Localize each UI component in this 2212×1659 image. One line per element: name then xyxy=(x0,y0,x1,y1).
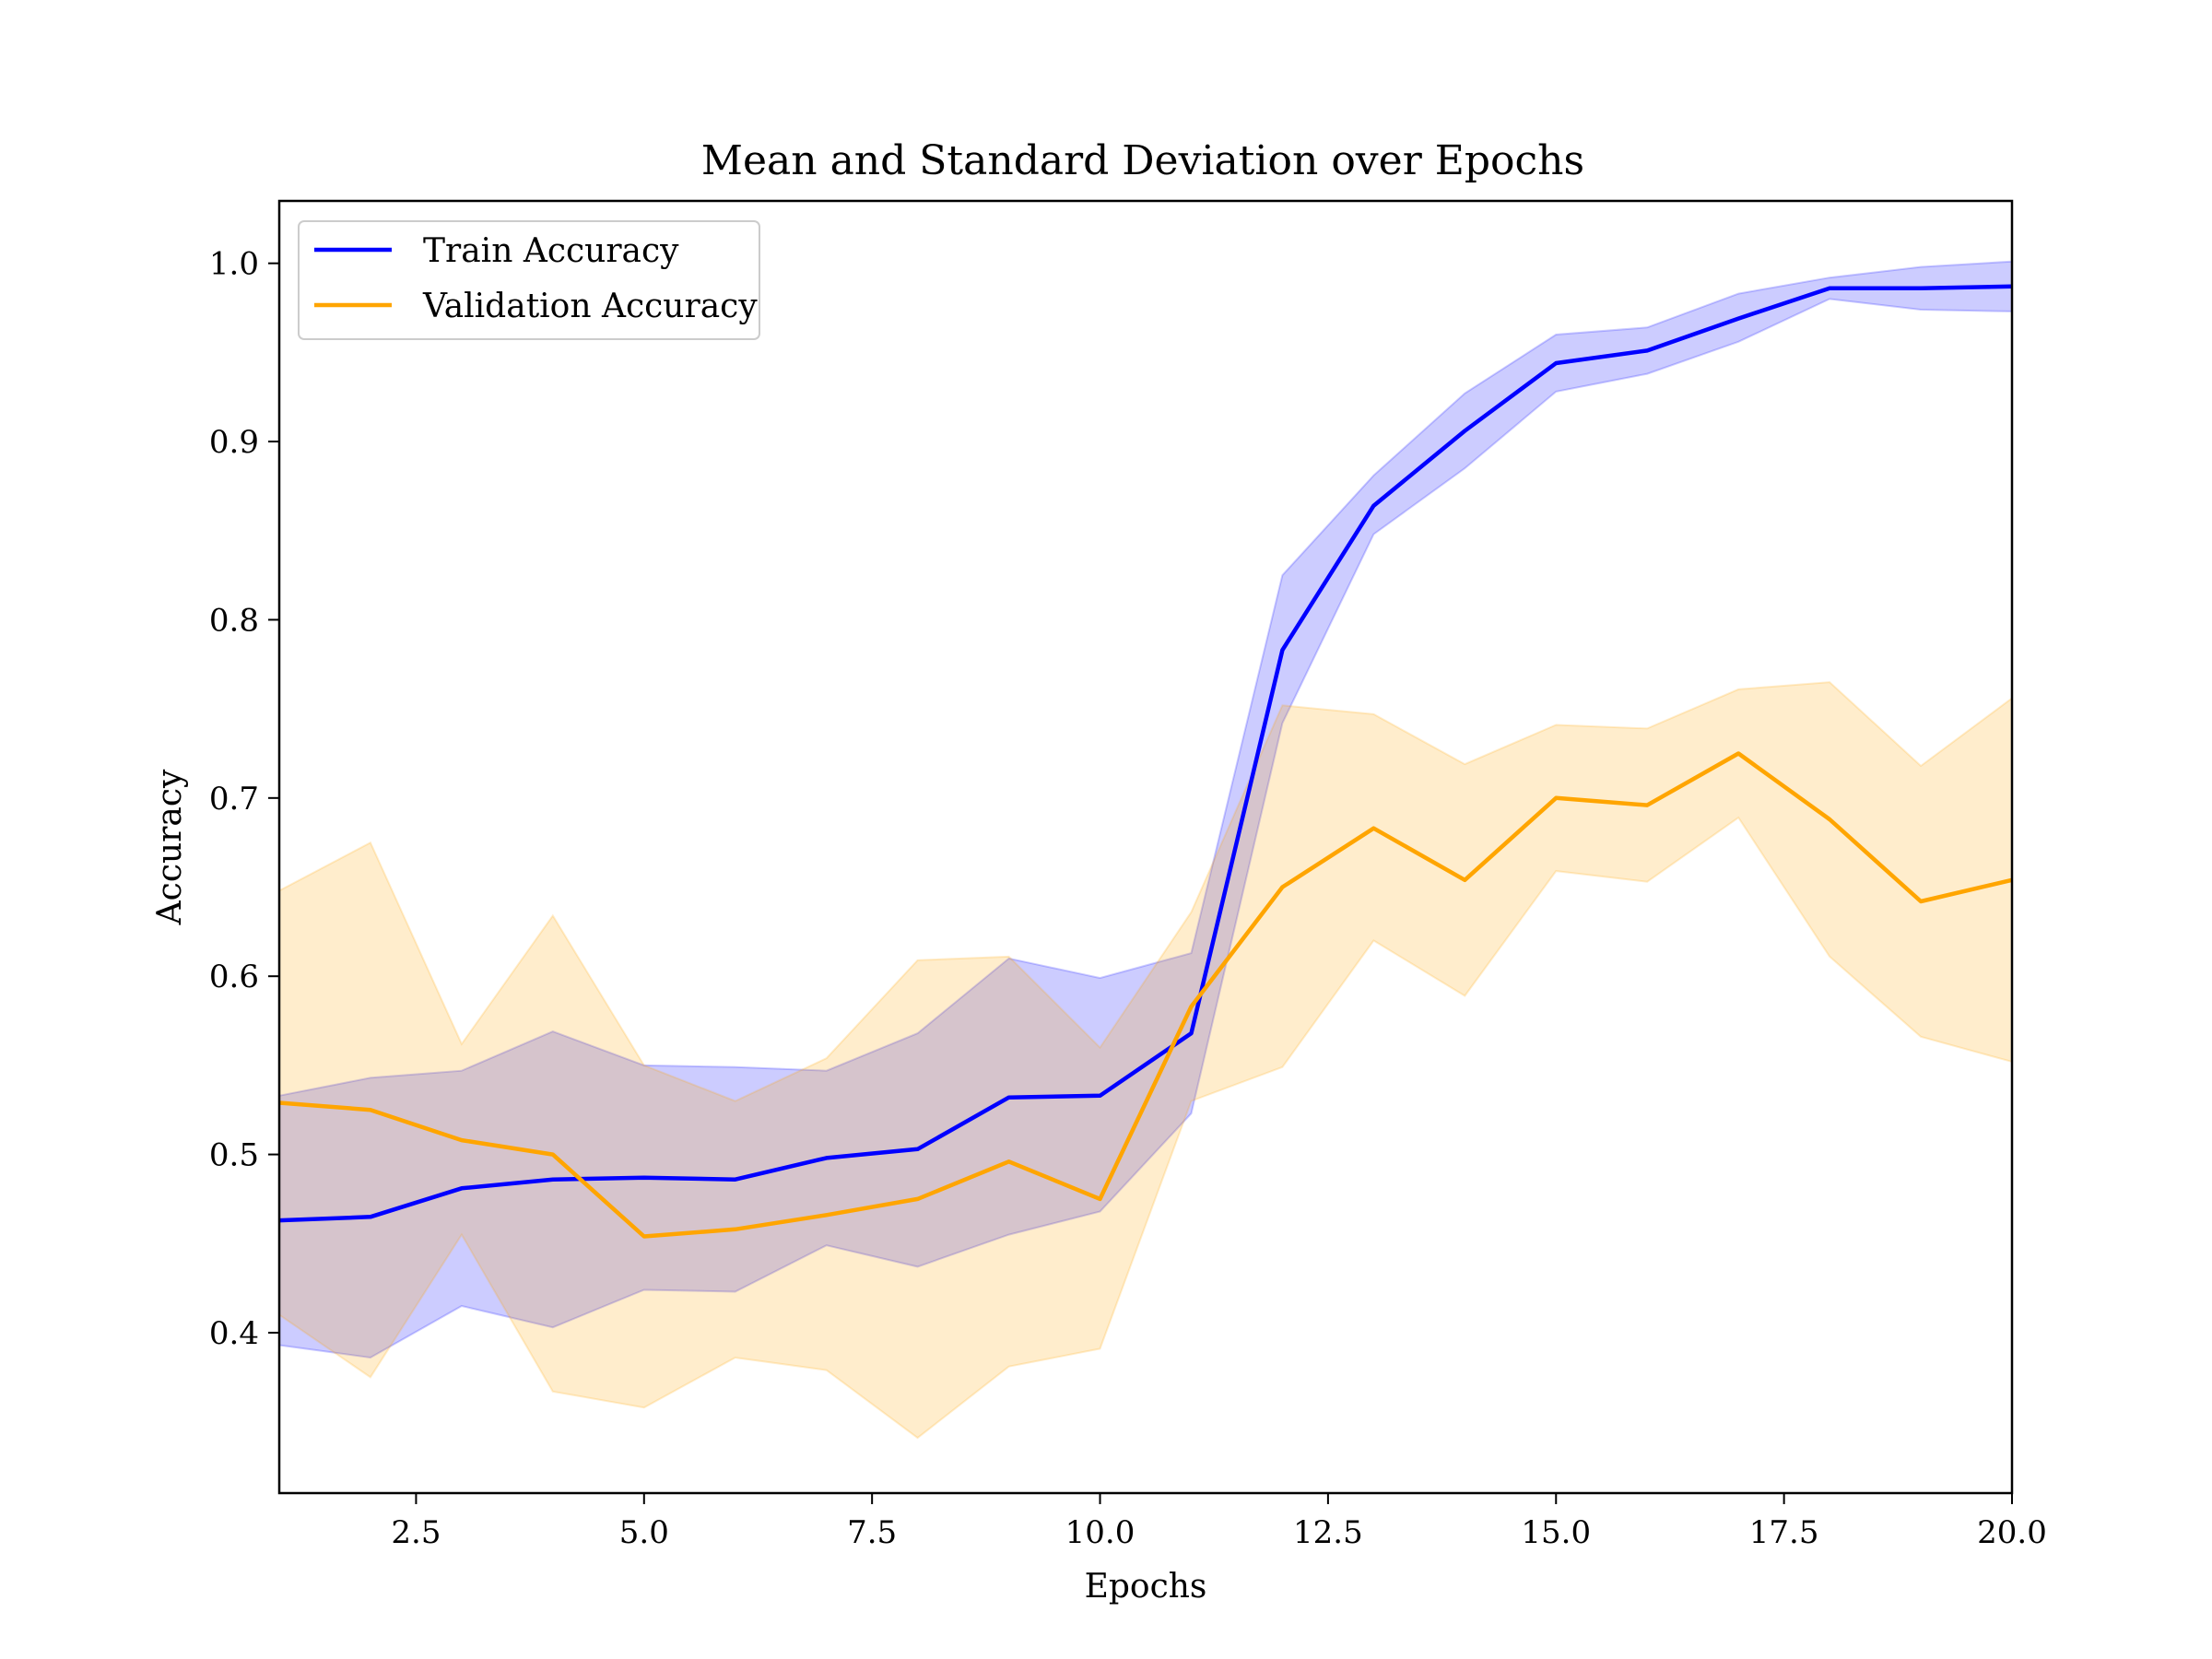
y-axis-ticks: 0.4 0.5 0.6 0.7 0.8 0.9 1.0 xyxy=(209,246,279,1352)
x-tick-label: 5.0 xyxy=(619,1514,669,1551)
validation-std-band xyxy=(278,681,2013,1440)
mean-lines xyxy=(278,284,2013,1239)
y-tick-label: 0.7 xyxy=(209,781,259,818)
x-axis-ticks: 2.5 5.0 7.5 10.0 12.5 15.0 17.5 20.0 xyxy=(391,1493,2047,1551)
x-tick-label: 15.0 xyxy=(1521,1514,1591,1551)
std-bands xyxy=(278,260,2013,1440)
chart-title: Mean and Standard Deviation over Epochs xyxy=(701,137,1584,184)
y-tick-label: 1.0 xyxy=(209,246,259,283)
x-tick-label: 7.5 xyxy=(847,1514,897,1551)
legend-label-train: Train Accuracy xyxy=(423,232,679,270)
y-tick-label: 0.9 xyxy=(209,424,259,461)
x-tick-label: 20.0 xyxy=(1977,1514,2047,1551)
y-tick-label: 0.5 xyxy=(209,1137,259,1174)
validation-mean-line xyxy=(278,751,2013,1239)
x-tick-label: 2.5 xyxy=(391,1514,441,1551)
x-tick-label: 12.5 xyxy=(1293,1514,1363,1551)
x-axis-label: Epochs xyxy=(1085,1568,1207,1606)
y-tick-label: 0.8 xyxy=(209,602,259,639)
legend: Train Accuracy Validation Accuracy xyxy=(298,220,760,340)
y-tick-label: 0.6 xyxy=(209,959,259,995)
legend-box xyxy=(298,220,760,340)
train-mean-line xyxy=(278,284,2013,1223)
y-tick-label: 0.4 xyxy=(209,1315,259,1352)
x-tick-label: 10.0 xyxy=(1065,1514,1135,1551)
legend-label-validation: Validation Accuracy xyxy=(422,288,758,325)
y-axis-label: Accuracy xyxy=(151,769,189,925)
plot-frame xyxy=(277,199,2014,1495)
x-tick-label: 17.5 xyxy=(1749,1514,1819,1551)
